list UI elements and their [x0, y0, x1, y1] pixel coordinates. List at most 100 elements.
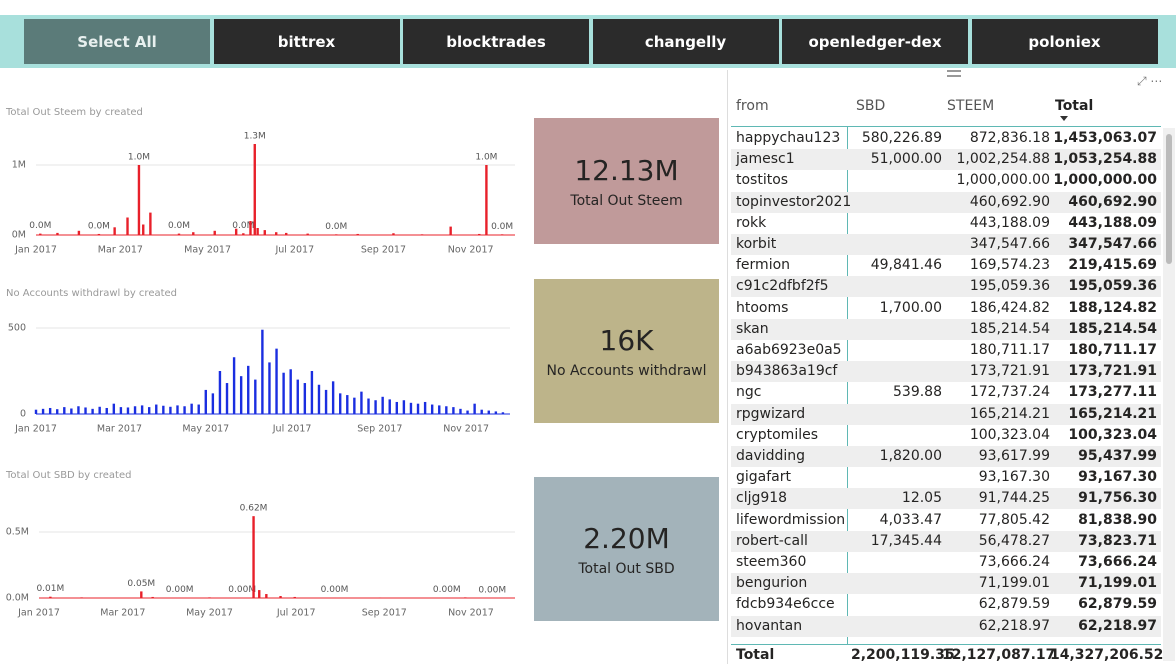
bar	[282, 372, 285, 414]
bar	[317, 384, 321, 414]
table-cell: 172,737.24	[969, 384, 1050, 401]
filter-button[interactable]: bittrex	[213, 19, 400, 64]
x-tick-label: Sep 2017	[362, 608, 407, 619]
table-cell: 872,836.18	[969, 130, 1050, 146]
chart-title: Total Out SBD by created	[5, 470, 131, 481]
column-divider	[847, 126, 848, 664]
focus-icon[interactable]: ⤢ ⋯	[1137, 74, 1163, 88]
x-tick-label: Mar 2017	[97, 424, 142, 435]
bar	[478, 233, 481, 235]
column-header[interactable]: SBD	[856, 98, 886, 114]
bar	[218, 371, 222, 414]
table-cell: 347,547.66	[969, 236, 1050, 252]
bar	[285, 232, 288, 235]
bar	[378, 597, 382, 598]
table-cell: 219,415.69	[1068, 257, 1157, 274]
table-row: gigafart 93,167.30 93,167.30	[731, 467, 1161, 488]
x-tick-label: May 2017	[182, 424, 229, 435]
kpi-value: 2.20M	[583, 521, 670, 555]
table-cell: happychau123	[736, 130, 841, 146]
table-cell: 1,453,063.07	[1053, 130, 1157, 146]
x-tick-label: Mar 2017	[100, 608, 145, 619]
bar	[256, 228, 259, 235]
table-total-cell: 14,327,206.52	[1050, 647, 1164, 663]
table-total-cell: Total	[736, 647, 775, 663]
filter-button[interactable]: blocktrades	[403, 19, 589, 64]
table-cell: 1,000,000.00	[1053, 172, 1157, 189]
bar	[34, 409, 38, 414]
y-tick-label: 0	[20, 409, 26, 420]
bar	[430, 404, 434, 414]
bar	[420, 234, 424, 235]
bar	[452, 407, 455, 414]
bar	[97, 233, 101, 235]
table-cell: fdcb934e6cce	[736, 596, 835, 613]
table-header: from SBD STEEM Total	[731, 96, 1161, 117]
bar	[192, 232, 195, 235]
filter-button[interactable]: poloniex	[971, 19, 1158, 64]
bar	[500, 234, 504, 235]
bar	[84, 407, 87, 414]
table-row: c91c2dfbf2f5 195,059.36 195,059.36	[731, 276, 1161, 298]
table-cell: 73,666.24	[1078, 554, 1157, 570]
bar	[211, 393, 215, 414]
bar	[77, 406, 80, 414]
bar	[275, 232, 278, 235]
bar	[402, 400, 406, 414]
table-cell: 91,744.25	[978, 490, 1050, 507]
bar	[487, 410, 490, 414]
y-tick-label: 500	[8, 323, 26, 334]
table-cell: robert-call	[736, 532, 808, 549]
scroll-thumb[interactable]	[1166, 134, 1172, 264]
bar	[367, 398, 370, 414]
data-label: 0.0M	[232, 221, 254, 231]
bar	[464, 597, 467, 598]
table-cell: 173,721.91	[1068, 363, 1157, 380]
bar	[49, 596, 52, 598]
filter-button[interactable]: openledger-dex	[782, 19, 968, 64]
x-tick-label: Nov 2017	[448, 245, 494, 256]
charts: Total Out Steem by created 0M 1M Jan 2017 Ma…	[5, 107, 515, 619]
table-cell: 73,823.71	[1078, 532, 1157, 549]
table-cell: 62,879.59	[978, 596, 1050, 613]
table-row: b943863a19cf 173,721.91 173,721.91	[731, 361, 1161, 383]
table-row: skan 185,214.54 185,214.54	[731, 318, 1161, 340]
bar	[39, 233, 42, 235]
bar	[449, 226, 452, 235]
filter-button[interactable]: Select All	[24, 19, 210, 64]
data-label: 0.00M	[433, 585, 461, 595]
x-tick-label: Sep 2017	[361, 245, 406, 256]
data-label: 0.0M	[29, 221, 51, 231]
bar	[258, 590, 261, 598]
bar	[310, 371, 314, 414]
table-row: hovantan 62,218.97 62,218.97	[731, 615, 1161, 637]
bar	[239, 376, 243, 414]
table-cell: hovantan	[736, 617, 803, 634]
bar	[155, 404, 158, 414]
table-total-cell: 2,200,119.35	[851, 647, 955, 663]
column-header[interactable]: Total	[1055, 98, 1094, 114]
bar	[162, 405, 165, 414]
filter-button[interactable]: changelly	[592, 19, 779, 64]
x-tick-label: Jan 2017	[14, 245, 57, 256]
table-cell: cryptomiles	[736, 426, 819, 443]
bar	[48, 407, 52, 414]
data-label: 1.3M	[244, 132, 266, 142]
data-label: 0.00M	[321, 585, 349, 595]
x-tick-label: Jan 2017	[14, 424, 57, 435]
bar	[126, 217, 129, 235]
column-header[interactable]: from	[736, 98, 769, 114]
table-total-row: Total 2,200,119.35 12,127,087.17 14,327,206…	[731, 644, 1164, 664]
data-label: 0.01M	[36, 584, 64, 594]
scrollbar[interactable]	[1163, 128, 1175, 661]
table-cell: 539.88	[893, 384, 942, 401]
bar	[133, 406, 137, 414]
table-cell: tostitos	[736, 172, 789, 189]
bar	[169, 406, 172, 414]
drag-handle[interactable]	[947, 70, 961, 77]
column-header[interactable]: STEEM	[947, 98, 995, 114]
data-label: 0.0M	[88, 221, 110, 231]
data-label: 0.00M	[478, 585, 506, 595]
bar	[324, 389, 328, 414]
